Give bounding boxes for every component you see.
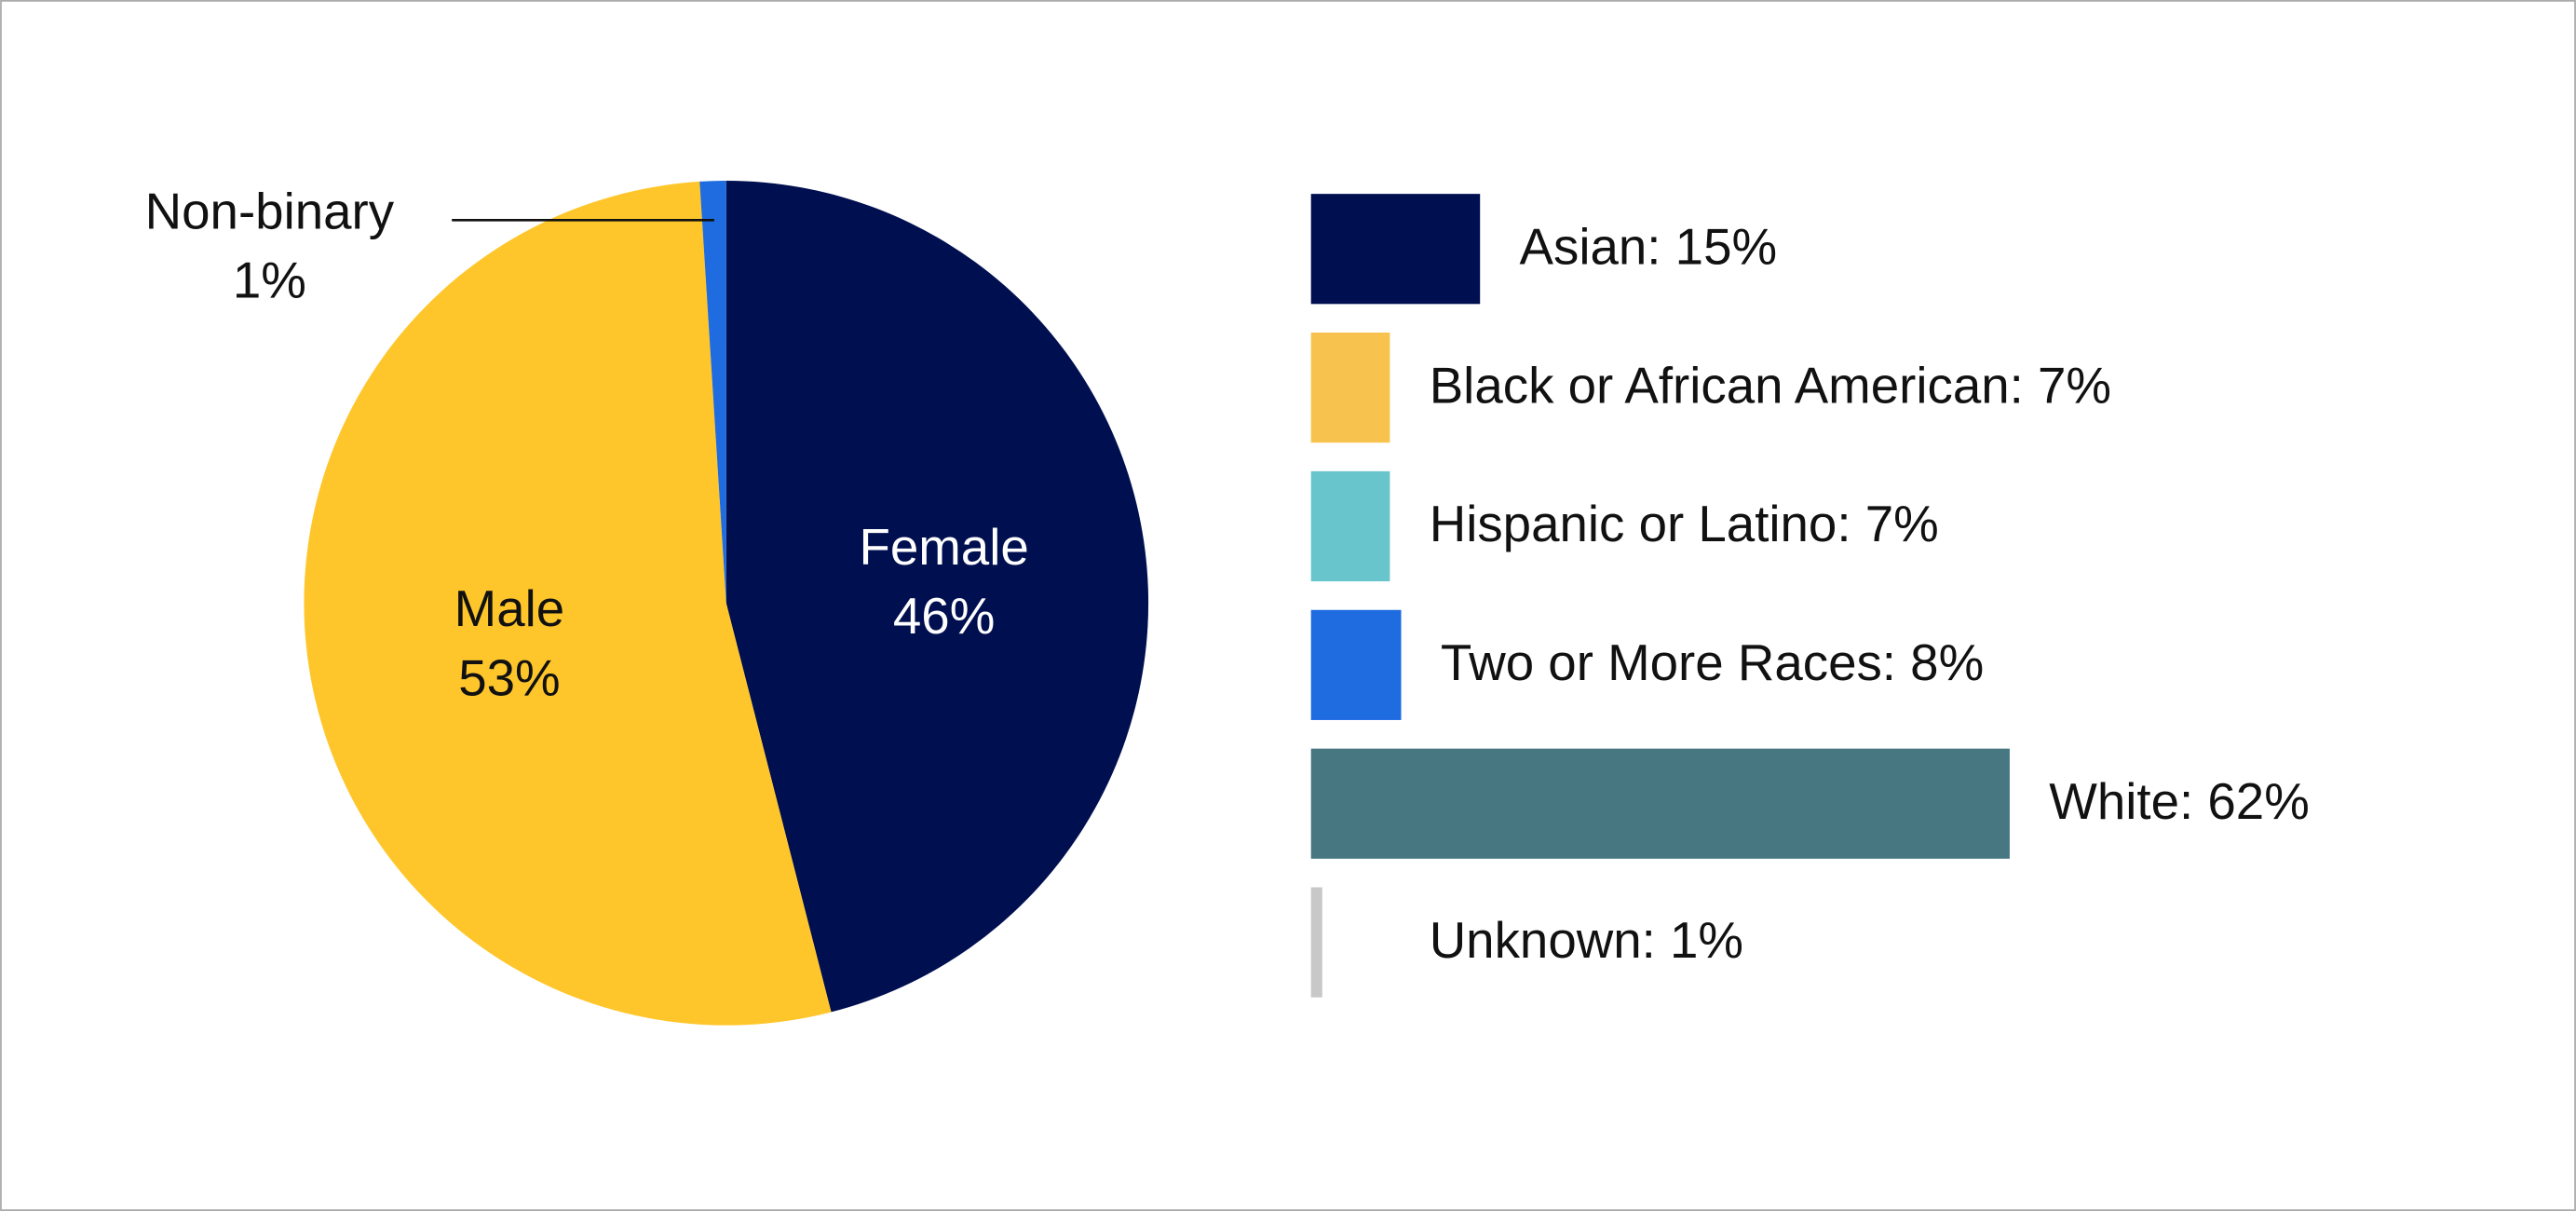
bar-label: Hispanic or Latino: 7% (1430, 495, 1939, 552)
slice-label: Female (859, 518, 1028, 576)
bar-label: Asian: 15% (1520, 217, 1778, 275)
pie-slice (304, 181, 832, 1026)
bar (1310, 887, 1322, 998)
bar (1310, 194, 1481, 305)
bar-label: Two or More Races: 8% (1441, 633, 1984, 691)
pie-slice (725, 181, 1149, 1013)
slice-value: 53% (458, 648, 560, 706)
bar-label: Unknown: 1% (1430, 911, 1743, 969)
pie-slice (699, 181, 726, 604)
slice-label: Non-binary (145, 183, 395, 240)
bar (1310, 470, 1390, 582)
bar (1310, 333, 1390, 443)
bar-label: Black or African American: 7% (1430, 356, 2111, 414)
bar (1310, 748, 2010, 859)
slice-value: 1% (233, 252, 306, 309)
bar-label: White: 62% (2049, 772, 2310, 830)
bar (1310, 609, 1402, 720)
slice-value: 46% (893, 587, 995, 645)
slice-label: Male (454, 579, 565, 637)
